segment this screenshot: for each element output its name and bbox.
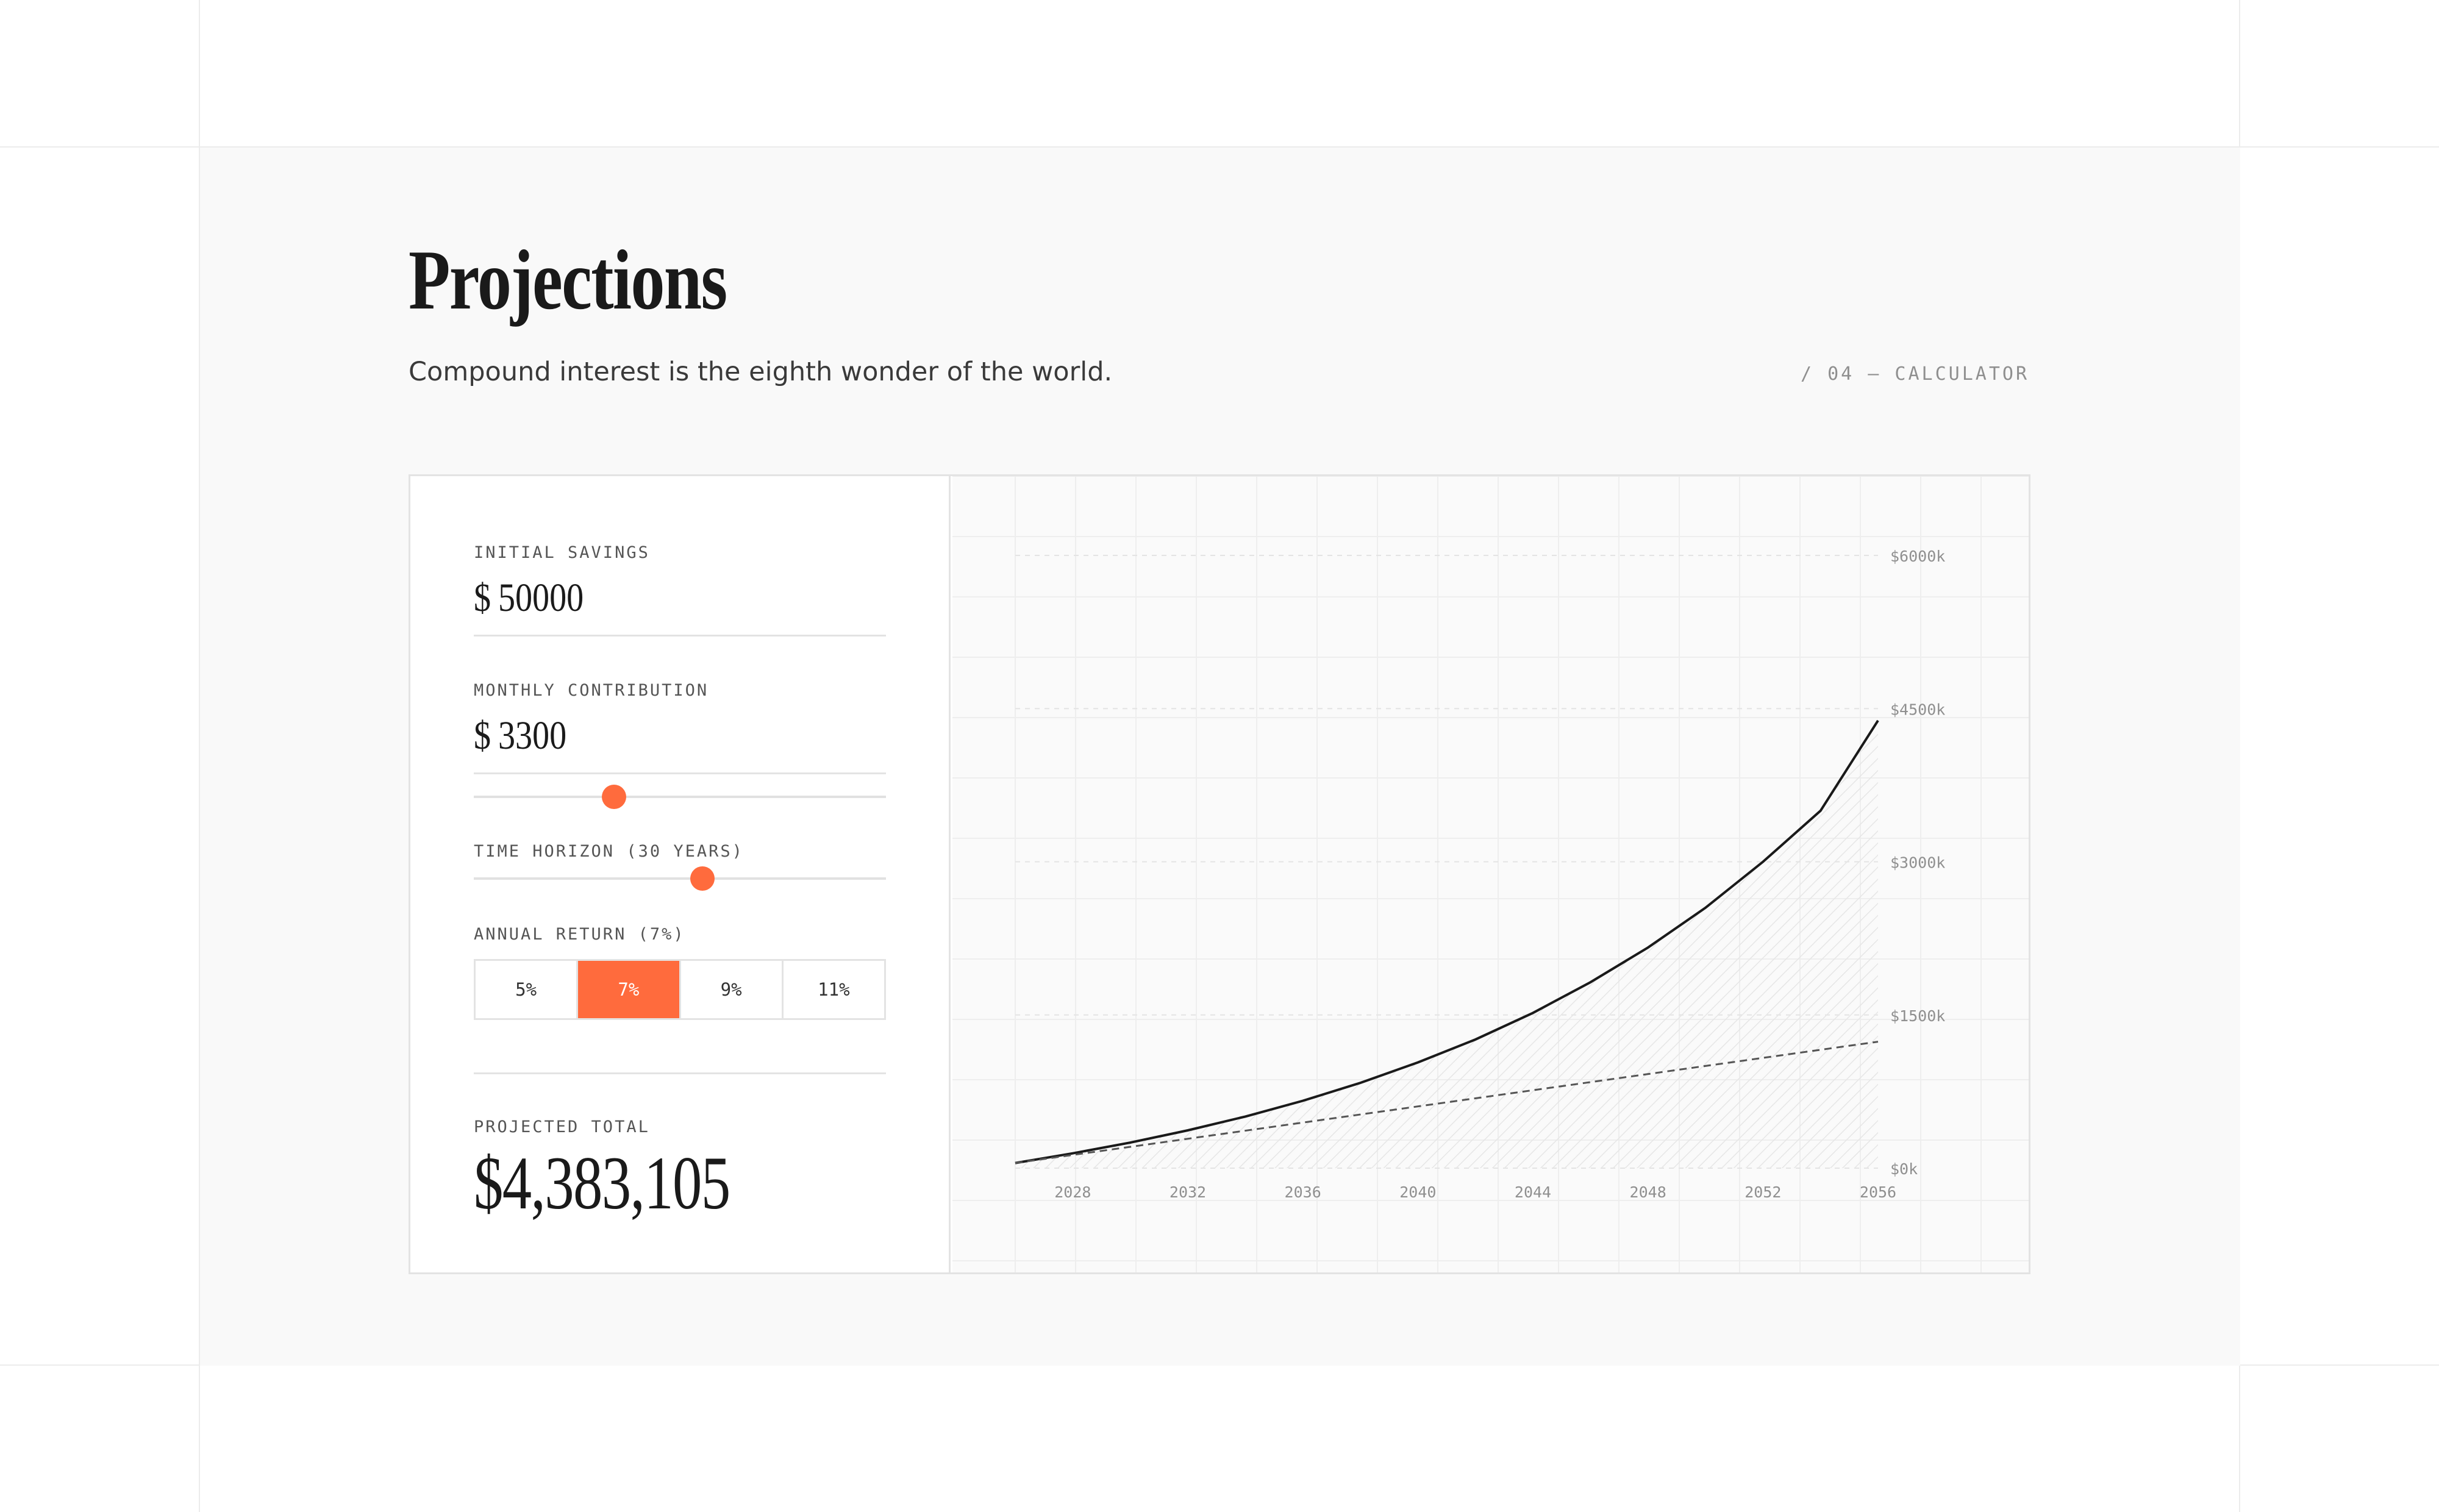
y-tick-label: $1500k: [1890, 1007, 1945, 1025]
time-horizon-slider-thumb[interactable]: [690, 866, 715, 891]
annual-return-selector: 5% 7% 9% 11%: [474, 959, 886, 1020]
projection-chart-svg: $0k $1500k $3000k $4500k $6000k 2028 2032 2036 2…: [952, 476, 2029, 1272]
monthly-contribution-input[interactable]: $3300: [474, 711, 566, 760]
x-tick-label: 2048: [1630, 1183, 1666, 1201]
projection-area: [1015, 720, 1878, 1168]
monthly-contribution-underline: [474, 772, 886, 774]
monthly-contribution-label: MONTHLY CONTRIBUTION: [474, 681, 709, 700]
y-tick-label: $0k: [1890, 1160, 1918, 1178]
projection-chart: $0k $1500k $3000k $4500k $6000k 2028 2032 2036 2…: [952, 476, 2029, 1272]
x-tick-label: 2040: [1399, 1183, 1436, 1201]
x-tick-label: 2032: [1170, 1183, 1206, 1201]
y-tick-label: $3000k: [1890, 854, 1945, 872]
y-tick-label: $4500k: [1890, 701, 1945, 718]
frame-line-top: [0, 146, 2439, 148]
initial-savings-underline: [474, 635, 886, 637]
return-option-11[interactable]: 11%: [783, 961, 884, 1018]
page-subtitle: Compound interest is the eighth wonder o…: [409, 357, 1113, 387]
monthly-contribution-value: 3300: [498, 713, 567, 758]
frame-line-left: [199, 0, 200, 1512]
monthly-contribution-slider-thumb[interactable]: [601, 785, 626, 809]
projected-total-label: PROJECTED TOTAL: [474, 1118, 650, 1136]
calculator-card: INITIAL SAVINGS $50000 MONTHLY CONTRIBUT…: [409, 474, 2030, 1274]
x-tick-label: 2052: [1744, 1183, 1781, 1201]
total-divider: [474, 1072, 886, 1074]
calculator-panel: INITIAL SAVINGS $50000 MONTHLY CONTRIBUT…: [410, 476, 951, 1272]
return-option-5[interactable]: 5%: [476, 961, 579, 1018]
x-tick-label: 2036: [1285, 1183, 1321, 1201]
time-horizon-slider[interactable]: [474, 866, 886, 891]
contributions-line: [1015, 1041, 1879, 1164]
x-tick-label: 2028: [1054, 1183, 1091, 1201]
section-tag: / 04 — CALCULATOR: [1800, 363, 2029, 385]
projection-line: [1015, 719, 1879, 1164]
x-tick-label: 2056: [1860, 1183, 1896, 1201]
page-title: Projections: [409, 233, 727, 327]
initial-savings-value: 50000: [498, 576, 584, 620]
return-option-7[interactable]: 7%: [578, 961, 681, 1018]
currency-symbol: $: [474, 713, 491, 758]
projected-total-value: $4,383,105: [474, 1141, 730, 1225]
monthly-contribution-slider[interactable]: [474, 785, 886, 809]
time-horizon-label: TIME HORIZON (30 YEARS): [474, 842, 744, 861]
x-tick-label: 2044: [1515, 1183, 1551, 1201]
currency-symbol: $: [474, 576, 491, 620]
y-tick-label: $6000k: [1890, 547, 1945, 565]
annual-return-label: ANNUAL RETURN (7%): [474, 925, 685, 944]
return-option-9[interactable]: 9%: [680, 961, 784, 1018]
initial-savings-input[interactable]: $50000: [474, 574, 584, 622]
initial-savings-label: INITIAL SAVINGS: [474, 543, 650, 562]
